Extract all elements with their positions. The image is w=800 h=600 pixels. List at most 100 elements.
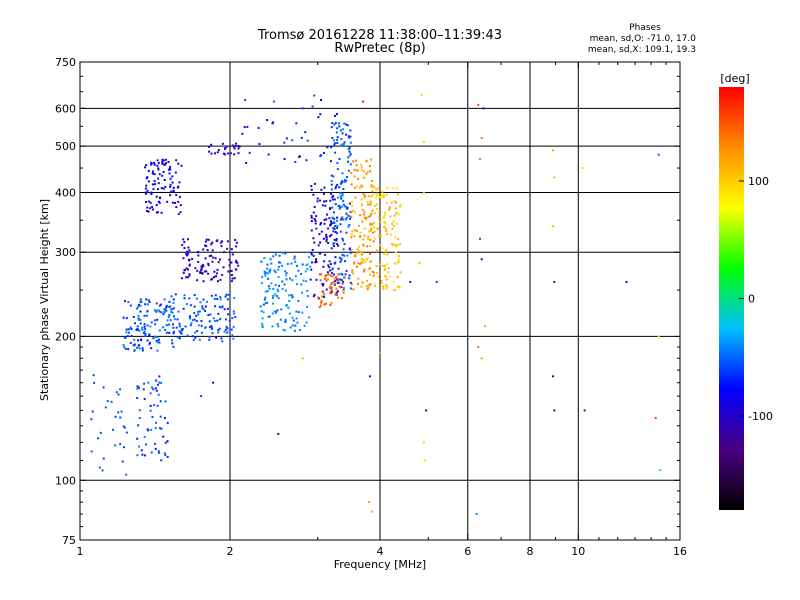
echo-point <box>480 357 483 360</box>
echo-point <box>102 457 105 460</box>
echo-point <box>210 143 213 146</box>
echo-point <box>220 337 223 340</box>
echo-point <box>423 459 426 462</box>
echo-point <box>132 344 135 347</box>
echo-point <box>370 510 373 513</box>
axis-ticks: 1 2 4 6 8 10 16 75 100 200 300 400 500 600 750 <box>55 56 687 558</box>
echo-point <box>124 336 127 339</box>
echo-point <box>362 238 365 241</box>
echo-point <box>360 198 363 201</box>
echo-point <box>140 326 143 329</box>
x-tick-label: 8 <box>527 545 534 558</box>
echo-point <box>384 211 387 214</box>
echo-point <box>353 262 356 265</box>
echo-point <box>291 279 294 282</box>
echo-point <box>360 184 363 187</box>
echo-point <box>233 312 236 315</box>
echo-point <box>196 279 199 282</box>
echo-point <box>333 143 336 146</box>
echo-point <box>147 180 150 183</box>
echo-point <box>394 207 397 210</box>
echo-point <box>336 136 339 139</box>
echo-point <box>346 207 349 210</box>
echo-point <box>199 271 202 274</box>
echo-point <box>283 283 286 286</box>
echo-point <box>174 171 177 174</box>
echo-point <box>194 267 197 270</box>
echo-point <box>188 297 191 300</box>
echo-point <box>231 334 234 337</box>
echo-point <box>187 258 190 261</box>
echo-point <box>354 255 357 258</box>
echo-point <box>289 326 292 329</box>
echo-point <box>204 305 207 308</box>
echo-point <box>234 316 237 319</box>
echo-point <box>215 272 218 275</box>
echo-point <box>150 428 153 431</box>
echo-point <box>297 311 300 314</box>
echo-point <box>356 251 359 254</box>
echo-point <box>344 218 347 221</box>
echo-point <box>331 267 334 270</box>
echo-point <box>232 310 235 313</box>
echo-point <box>374 283 377 286</box>
echo-point <box>369 203 372 206</box>
echo-point <box>370 195 373 198</box>
echo-point <box>350 171 353 174</box>
echo-point <box>331 206 334 209</box>
echo-point <box>245 161 248 164</box>
echo-point <box>129 341 132 344</box>
echo-point <box>330 272 333 275</box>
echo-point <box>393 214 396 217</box>
echo-point <box>275 311 278 314</box>
echo-point <box>167 316 170 319</box>
echo-point <box>166 422 169 425</box>
echo-point <box>211 332 214 335</box>
echo-point <box>355 229 358 232</box>
echo-point <box>271 122 274 125</box>
echo-point <box>341 282 344 285</box>
echo-point <box>397 258 400 261</box>
echo-point <box>285 304 288 307</box>
echo-point <box>393 200 396 203</box>
echo-point <box>382 193 385 196</box>
echo-point <box>225 325 228 328</box>
echo-point <box>369 282 372 285</box>
echo-point <box>162 187 165 190</box>
echo-point <box>168 323 171 326</box>
echo-point <box>264 274 267 277</box>
echo-point <box>345 133 348 136</box>
echo-point <box>291 316 294 319</box>
echo-point <box>371 270 374 273</box>
echo-point <box>204 257 207 260</box>
echo-point <box>288 300 291 303</box>
echo-point <box>235 261 238 264</box>
echo-point <box>143 314 146 317</box>
echo-point <box>335 287 338 290</box>
echo-point <box>185 276 188 279</box>
echo-point <box>368 284 371 287</box>
echo-point <box>334 277 337 280</box>
echo-point <box>397 255 400 258</box>
echo-point <box>321 295 324 298</box>
echo-point <box>153 180 156 183</box>
echo-point <box>214 275 217 278</box>
echo-point <box>145 184 148 187</box>
echo-point <box>151 205 154 208</box>
echo-point <box>129 304 132 307</box>
echo-point <box>210 152 213 155</box>
echo-point <box>329 223 332 226</box>
echo-point <box>323 303 326 306</box>
echo-point <box>272 255 275 258</box>
echo-point <box>348 274 351 277</box>
echo-point <box>359 262 362 265</box>
echo-point <box>259 305 262 308</box>
echo-point <box>290 294 293 297</box>
echo-point <box>200 395 203 398</box>
echo-point <box>154 335 157 338</box>
y-tick-label: 100 <box>55 474 76 487</box>
echo-point <box>332 273 335 276</box>
echo-point <box>338 206 341 209</box>
echo-point <box>167 161 170 164</box>
echo-point <box>226 247 229 250</box>
